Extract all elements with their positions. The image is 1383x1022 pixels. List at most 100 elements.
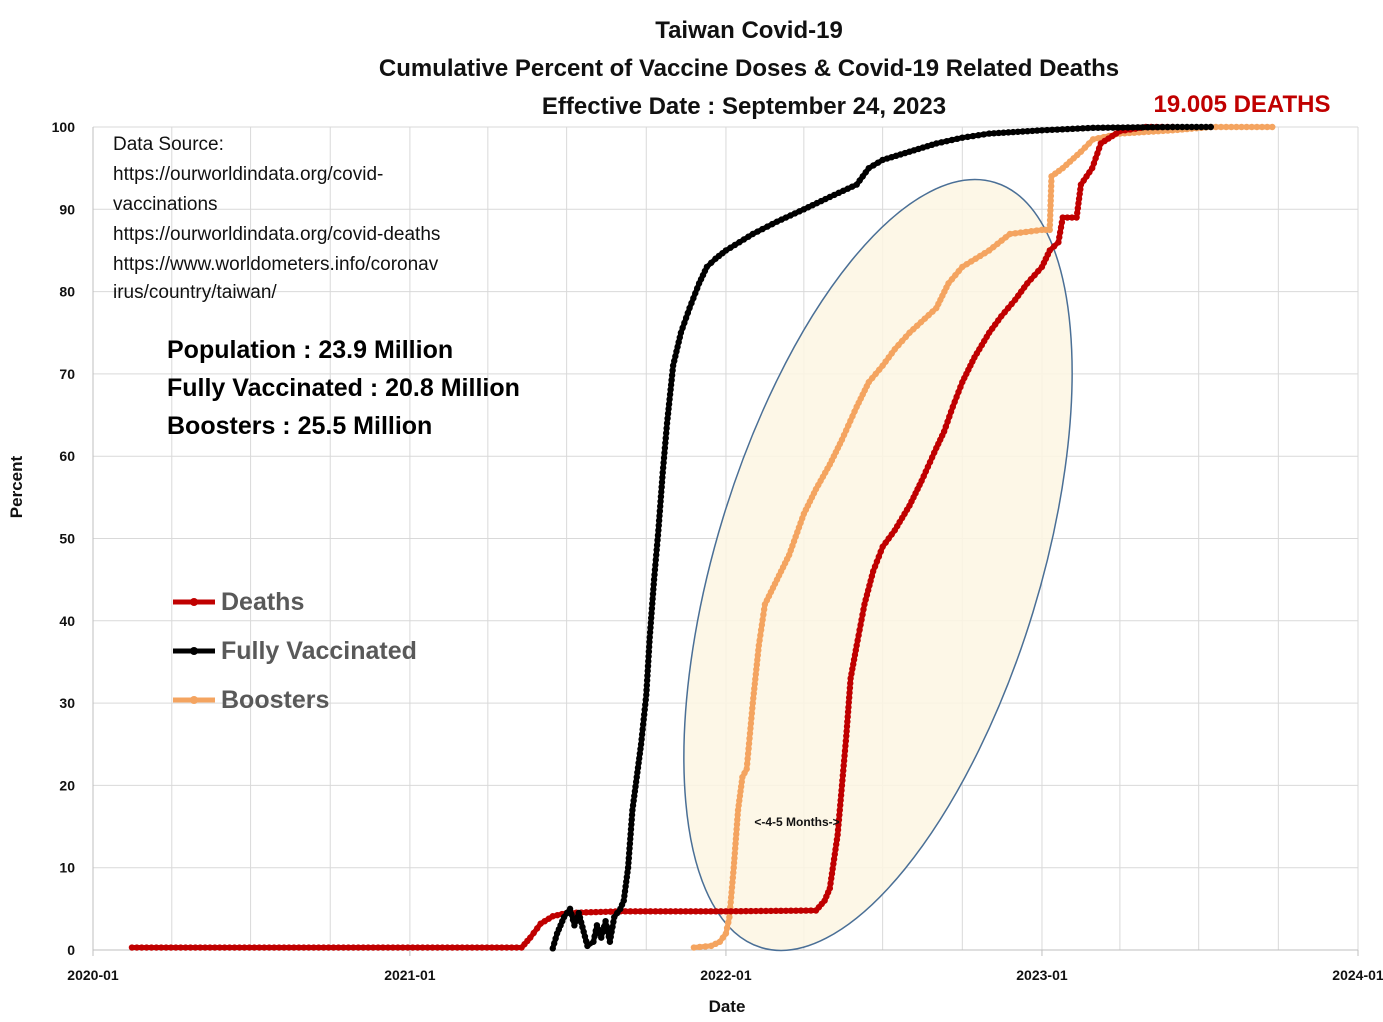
data-point-fully-vaccinated <box>1154 123 1161 131</box>
data-point-deaths <box>837 797 844 804</box>
data-point-deaths <box>951 398 958 406</box>
data-point-deaths <box>483 944 491 951</box>
data-point-deaths <box>211 944 219 951</box>
source-line-4: https://ourworldindata.org/covid-deaths <box>113 224 440 245</box>
data-point-boosters <box>733 821 741 828</box>
data-point-deaths <box>1090 160 1098 167</box>
data-point-fully-vaccinated <box>649 590 657 598</box>
data-point-fully-vaccinated <box>682 314 690 322</box>
data-point-fully-vaccinated <box>628 816 635 823</box>
data-point-boosters <box>756 637 763 644</box>
data-point-fully-vaccinated <box>1144 124 1152 131</box>
y-tick-label: 50 <box>59 531 75 547</box>
data-point-deaths <box>777 907 785 915</box>
data-point-deaths <box>940 428 948 435</box>
data-point-fully-vaccinated <box>552 935 559 942</box>
data-point-fully-vaccinated <box>652 561 659 569</box>
y-tick-label: 70 <box>59 366 75 382</box>
data-point-deaths <box>167 944 175 951</box>
data-point-deaths <box>419 944 426 951</box>
data-point-deaths <box>498 944 506 951</box>
data-point-fully-vaccinated <box>666 396 673 403</box>
data-point-deaths <box>582 909 590 916</box>
data-point-deaths <box>300 944 308 951</box>
data-point-deaths <box>647 908 654 915</box>
data-point-fully-vaccinated <box>1134 124 1142 131</box>
data-point-fully-vaccinated <box>634 769 641 776</box>
data-point-fully-vaccinated <box>655 522 662 529</box>
data-point-deaths <box>1088 164 1096 172</box>
data-point-fully-vaccinated <box>624 864 632 871</box>
data-point-fully-vaccinated <box>603 923 610 930</box>
legend-label-deaths: Deaths <box>221 588 304 616</box>
data-point-deaths <box>672 908 679 915</box>
data-point-deaths <box>285 944 293 951</box>
data-point-fully-vaccinated <box>647 619 655 627</box>
data-point-boosters <box>746 735 753 742</box>
data-point-fully-vaccinated <box>628 821 635 828</box>
data-point-deaths <box>444 944 451 951</box>
data-point-fully-vaccinated <box>1114 124 1122 131</box>
data-point-fully-vaccinated <box>870 162 877 169</box>
data-point-fully-vaccinated <box>643 677 651 684</box>
data-point-fully-vaccinated <box>768 220 776 228</box>
axes: 0 10 20 30 40 50 60 70 80 90 100 2020-01 2021-01 2022… <box>52 119 1383 983</box>
data-point-fully-vaccinated <box>622 883 629 890</box>
data-point-fully-vaccinated <box>708 259 715 266</box>
data-point-fully-vaccinated <box>1183 123 1191 131</box>
data-point-boosters <box>757 626 765 634</box>
data-point-boosters <box>745 740 753 747</box>
data-point-deaths <box>162 944 170 951</box>
data-point-deaths <box>767 907 775 915</box>
data-point-fully-vaccinated <box>621 888 629 895</box>
data-point-deaths <box>869 568 877 575</box>
data-point-deaths <box>843 732 850 740</box>
data-point-fully-vaccinated <box>636 750 644 757</box>
data-point-boosters <box>1047 202 1054 209</box>
data-point-fully-vaccinated <box>663 420 671 427</box>
data-point-fully-vaccinated <box>679 324 686 332</box>
data-point-fully-vaccinated <box>631 788 639 795</box>
data-point-fully-vaccinated <box>648 610 655 617</box>
data-point-deaths <box>838 787 845 794</box>
data-point-boosters <box>1046 226 1053 234</box>
data-point-fully-vaccinated <box>692 290 699 297</box>
data-point-deaths <box>1050 243 1058 250</box>
data-point-boosters <box>743 765 750 773</box>
data-point-deaths <box>454 944 461 951</box>
data-point-deaths <box>478 944 486 951</box>
data-point-deaths <box>1095 145 1103 152</box>
data-point-deaths <box>374 944 382 951</box>
data-point-deaths <box>632 908 639 915</box>
data-point-deaths <box>1046 247 1053 254</box>
data-point-fully-vaccinated <box>653 546 660 554</box>
data-point-boosters <box>891 346 898 353</box>
data-point-deaths <box>295 944 303 951</box>
data-point-fully-vaccinated <box>648 605 656 612</box>
data-point-deaths <box>841 752 848 759</box>
data-point-fully-vaccinated <box>629 806 636 814</box>
data-point-deaths <box>409 944 416 951</box>
data-point-deaths <box>1031 271 1038 279</box>
data-point-deaths <box>350 944 357 951</box>
data-point-boosters <box>752 671 760 678</box>
chart-title-line-2: Cumulative Percent of Vaccine Doses & Co… <box>379 55 1119 82</box>
data-point-deaths <box>172 944 180 951</box>
data-point-boosters <box>734 816 741 823</box>
data-point-boosters <box>1022 228 1030 236</box>
data-point-fully-vaccinated <box>666 391 674 398</box>
data-point-fully-vaccinated <box>668 372 676 379</box>
data-point-boosters <box>737 783 745 790</box>
data-point-fully-vaccinated <box>606 938 614 945</box>
lag-interval-label: <-4-5 Months-> <box>754 815 839 829</box>
data-point-boosters <box>760 611 767 618</box>
data-point-boosters <box>754 651 762 659</box>
data-point-fully-vaccinated <box>642 696 649 704</box>
data-point-deaths <box>834 826 842 834</box>
data-point-deaths <box>226 944 233 951</box>
data-point-fully-vaccinated <box>624 869 631 876</box>
data-point-deaths <box>838 782 846 789</box>
data-point-fully-vaccinated <box>1054 126 1061 133</box>
data-point-boosters <box>725 919 732 926</box>
data-point-fully-vaccinated <box>628 811 636 819</box>
